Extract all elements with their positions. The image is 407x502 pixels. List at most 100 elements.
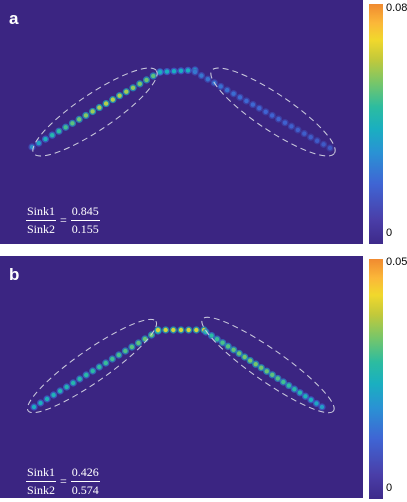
panel-a-top-spot <box>164 69 170 74</box>
panel-a-right-spot <box>224 87 230 93</box>
panel-b: b Sink1 Sink2 = 0.426 0.574 0.05 0 <box>0 253 407 502</box>
panel-b-right-spot <box>264 369 269 374</box>
panel-a-left-spot <box>137 81 142 87</box>
panel-b-left-spot <box>84 372 89 378</box>
panel-a-left-spot <box>151 73 156 79</box>
panel-a-top-spot <box>171 69 177 74</box>
panel-a-left-spot <box>144 77 149 83</box>
label-fraction-a: Sink1 Sink2 <box>26 204 57 237</box>
panel-b-right-spot <box>242 354 247 360</box>
panel-a-left-spot <box>124 89 129 94</box>
panel-a-left-spot <box>50 132 55 138</box>
panel-b-top-spot <box>171 327 176 333</box>
panel-b-left-spot <box>116 352 122 358</box>
colorbar-a <box>369 4 383 244</box>
sink1-label-a: Sink1 <box>26 204 57 221</box>
panel-b-left-spot <box>90 368 95 374</box>
panel-b-right-spot <box>275 376 281 381</box>
sink2-label-a: Sink2 <box>27 222 56 236</box>
panel-b-right-spot <box>314 401 319 406</box>
colorbar-max-b: 0.05 <box>386 256 407 268</box>
panel-b-right-spot <box>236 351 242 356</box>
panel-a-top-spot <box>185 68 191 73</box>
panel-a-left-spot <box>76 117 82 122</box>
panel-b-left-spot <box>136 340 141 346</box>
heatmap-a-svg <box>28 66 336 157</box>
panel-a-right-spot <box>282 120 288 125</box>
colorbar-b <box>369 259 383 499</box>
panel-letter-b: b <box>9 265 20 284</box>
panel-a-right-spot <box>308 134 313 140</box>
sink1-ellipse-b <box>26 318 158 414</box>
value-fraction-a: 0.845 0.155 <box>70 204 100 237</box>
sink1-value-a: 0.845 <box>70 204 100 221</box>
panel-a-right-spot <box>192 69 198 75</box>
heatmap-b: b Sink1 Sink2 = 0.426 0.574 <box>0 256 363 498</box>
panel-b-left-spot <box>129 344 135 350</box>
sink1-value-b: 0.426 <box>70 465 100 482</box>
panel-b-right-spot <box>303 394 308 399</box>
panel-b-left-spot <box>31 404 37 410</box>
panel-a-left-spot <box>63 125 68 130</box>
panel-a-right-spot <box>231 91 236 96</box>
sink1-ellipse-a <box>32 67 158 157</box>
panel-a-right-spot <box>250 102 256 107</box>
panel-a-right-spot <box>327 145 333 151</box>
panel-b-right-spot <box>220 340 225 345</box>
panel-a-right-spot <box>295 127 301 133</box>
panel-b-right-spot <box>281 379 286 385</box>
equals-sign-a: = <box>60 213 67 227</box>
panel-b-right-spot <box>319 404 325 410</box>
panel-a-right-spot <box>302 131 307 136</box>
panel-b-right-spot <box>247 358 253 363</box>
panel-b-left-spot <box>44 396 50 402</box>
panel-a-left-spot <box>90 109 95 114</box>
panel-b-right-spot <box>231 347 236 353</box>
heatmap-a: a Sink1 Sink2 = 0.845 0.155 <box>0 0 363 244</box>
panel-b-left-spot <box>64 384 69 390</box>
panel-b-right-spot <box>286 383 292 388</box>
panel-a-right-spot <box>237 95 243 100</box>
value-fraction-b: 0.426 0.574 <box>70 465 100 498</box>
panel-b-left-spot <box>70 380 76 386</box>
heatmap-b-svg <box>26 316 335 414</box>
panel-a: a Sink1 Sink2 = 0.845 0.155 0.08 0 <box>0 0 407 248</box>
panel-a-left-spot <box>43 136 48 142</box>
panel-b-left-spot <box>57 388 63 394</box>
sink2-ellipse-a <box>210 67 336 157</box>
panel-b-right-spot <box>308 397 314 403</box>
sink2-value-a: 0.155 <box>71 222 99 236</box>
sink-ratio-b: Sink1 Sink2 = 0.426 0.574 <box>26 465 100 498</box>
panel-b-top-spot <box>155 327 161 333</box>
sink2-value-b: 0.574 <box>71 483 99 497</box>
panel-a-left-spot <box>70 121 75 126</box>
panel-a-right-spot <box>218 84 223 89</box>
panel-a-left-spot <box>130 85 136 90</box>
panel-a-left-spot <box>36 140 41 146</box>
colorbar-min-a: 0 <box>386 227 393 239</box>
panel-b-right-spot <box>214 336 220 342</box>
panel-a-left-spot <box>103 101 109 106</box>
panel-b-left-spot <box>142 336 148 342</box>
panel-a-right-spot <box>276 116 281 122</box>
sink1-label-b: Sink1 <box>26 465 57 482</box>
panel-a-right-spot <box>199 73 204 78</box>
panel-b-top-spot <box>178 327 184 333</box>
panel-b-left-spot <box>51 392 56 398</box>
sink2-label-b: Sink2 <box>27 483 56 497</box>
panel-b-left-spot <box>97 364 102 370</box>
panel-b-top-spot <box>163 327 168 333</box>
panel-b-right-spot <box>259 365 264 370</box>
panel-a-right-spot <box>263 109 268 115</box>
panel-a-right-spot <box>244 98 249 104</box>
panel-a-left-spot <box>97 105 102 110</box>
panel-b-top-spot <box>186 327 191 333</box>
panel-a-right-spot <box>257 105 262 111</box>
panel-b-right-spot <box>225 344 231 349</box>
panel-a-left-spot <box>56 129 62 134</box>
panel-b-top-spot <box>194 327 199 333</box>
panel-b-left-spot <box>103 360 108 366</box>
colorbar-max-a: 0.08 <box>386 2 407 14</box>
panel-b-right-spot <box>209 333 214 338</box>
label-fraction-b: Sink1 Sink2 <box>26 465 57 498</box>
